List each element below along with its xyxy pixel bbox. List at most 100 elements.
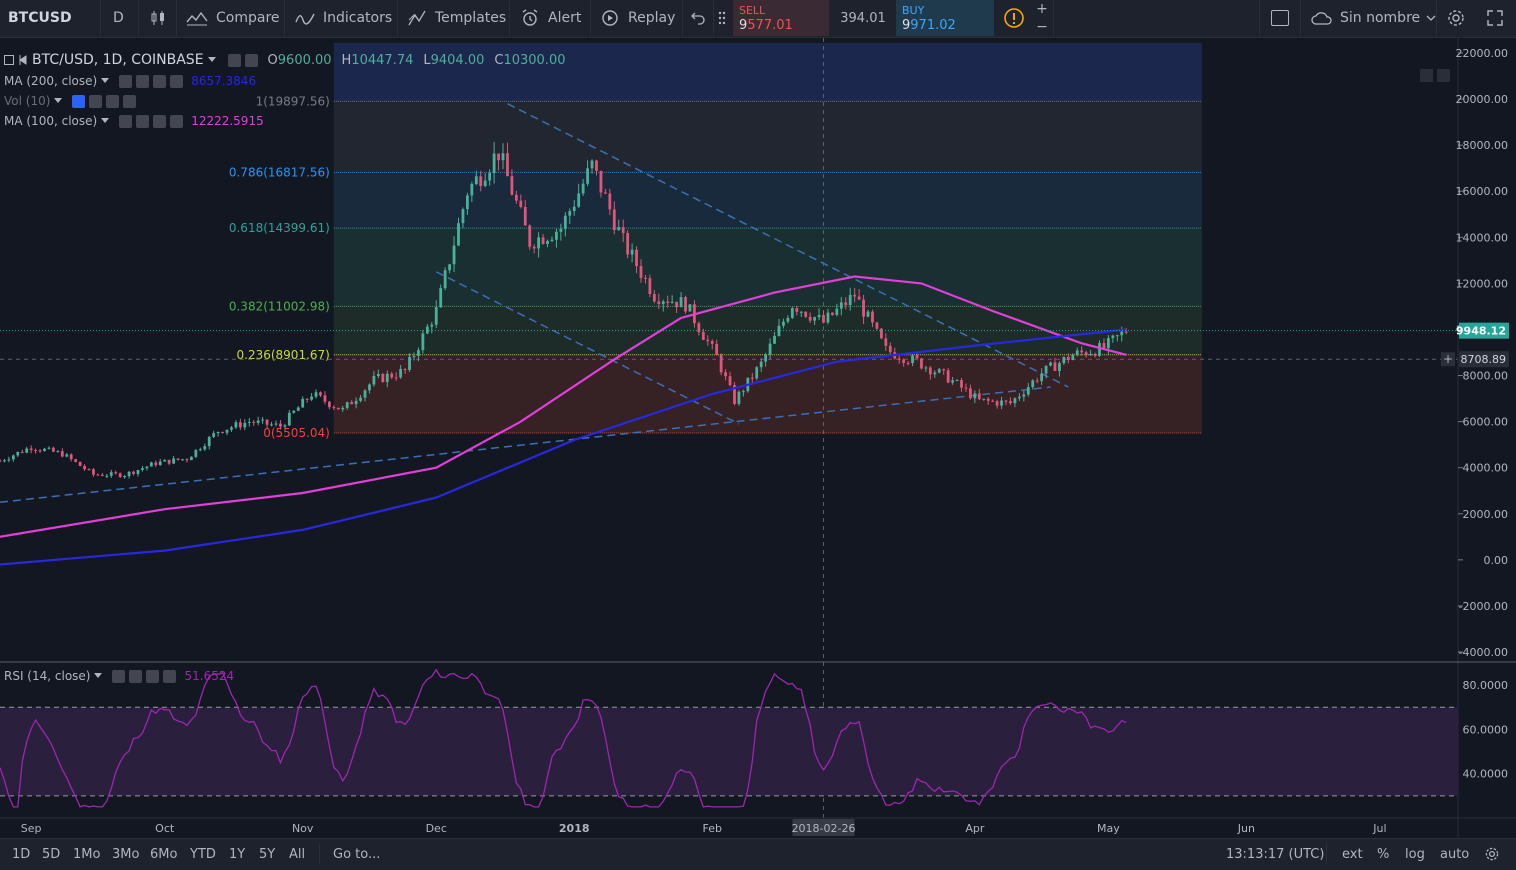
close-icon[interactable] — [123, 94, 137, 108]
pane-maximize-button — [1437, 69, 1450, 82]
time-tick-label: May — [1097, 822, 1120, 835]
drag-handle-icon[interactable] — [718, 0, 726, 36]
fib-band — [333, 354, 1202, 434]
settings-button[interactable] — [1446, 0, 1466, 36]
interval-button[interactable]: D — [113, 10, 124, 26]
zoom-out-button[interactable]: − — [1036, 19, 1048, 35]
ma200-label[interactable]: MA (200, close) — [4, 74, 98, 88]
add-icon[interactable] — [146, 669, 160, 683]
settings-icon[interactable] — [244, 53, 258, 67]
symbol-legend[interactable]: BTC/USD, 1D, COINBASE — [32, 52, 204, 68]
rsi-label[interactable]: RSI (14, close) — [4, 669, 91, 683]
candle-body — [822, 315, 825, 323]
candle-body — [176, 458, 180, 460]
range-button-ytd[interactable]: YTD — [190, 846, 216, 862]
trading-info-button[interactable] — [1003, 0, 1025, 36]
compare-button[interactable]: Compare — [186, 0, 280, 36]
range-button-1y[interactable]: 1Y — [229, 846, 246, 862]
candle-body — [848, 294, 852, 306]
settings-icon[interactable] — [136, 114, 150, 128]
close-icon[interactable] — [163, 669, 177, 683]
candle-body — [381, 373, 385, 383]
candle-body — [341, 407, 345, 410]
ext-toggle[interactable]: ext — [1342, 846, 1363, 862]
replay-button[interactable]: Replay — [600, 0, 675, 36]
visibility-icon[interactable] — [119, 74, 133, 88]
candle-body — [1066, 356, 1070, 360]
settings-icon[interactable] — [129, 669, 143, 683]
candle-body — [1053, 362, 1057, 371]
close-icon[interactable] — [170, 114, 184, 128]
symbol-search[interactable]: BTCUSD — [8, 10, 72, 26]
visibility-icon[interactable] — [119, 114, 133, 128]
candle-body — [813, 317, 817, 321]
range-button-1d[interactable]: 1D — [12, 846, 31, 862]
price-chart[interactable]: 1(19897.56) 0.786(16817.56) 0.618(14399.61… — [0, 38, 1516, 838]
candle-body — [34, 450, 38, 452]
settings-icon[interactable] — [89, 94, 103, 108]
range-button-6mo[interactable]: 6Mo — [150, 846, 178, 862]
auto-toggle[interactable]: auto — [1440, 846, 1470, 862]
range-button-5d[interactable]: 5D — [42, 846, 61, 862]
volume-label[interactable]: Vol (10) — [4, 94, 51, 108]
alert-label: Alert — [548, 10, 582, 26]
chevron-down-icon — [207, 57, 216, 62]
clock[interactable]: 13:13:17 (UTC) — [1226, 846, 1325, 862]
candle-body — [92, 469, 95, 475]
settings-icon[interactable] — [136, 74, 150, 88]
expand-button[interactable] — [1486, 0, 1504, 36]
top-toolbar: BTCUSD D Compare Indicators Templates Al… — [0, 0, 1516, 38]
alert-button[interactable]: Alert — [520, 0, 581, 36]
candle-body — [960, 379, 963, 388]
candle-body — [817, 315, 821, 318]
range-button-1mo[interactable]: 1Mo — [73, 846, 101, 862]
add-icon[interactable] — [106, 94, 120, 108]
indicators-button[interactable]: Indicators — [295, 0, 392, 36]
add-icon[interactable] — [153, 74, 167, 88]
range-button-all[interactable]: All — [289, 846, 306, 862]
candle-body — [430, 324, 434, 327]
trend-line — [435, 271, 740, 425]
chart-settings-button[interactable] — [1484, 839, 1500, 869]
crosshair-price-badge — [1459, 351, 1509, 368]
layout-menu[interactable]: Sin nombre — [1310, 0, 1436, 36]
candle-body — [149, 462, 153, 467]
chart-area[interactable]: 1(19897.56) 0.786(16817.56) 0.618(14399.61… — [0, 38, 1516, 838]
time-tick-label: Jun — [1237, 822, 1255, 835]
candle-body — [808, 316, 812, 321]
goto-button[interactable]: Go to... — [333, 846, 381, 862]
price-tick-label: 20000.00 — [1456, 93, 1509, 106]
time-tick-label: 2018-02-26 — [792, 822, 856, 835]
range-button-3mo[interactable]: 3Mo — [112, 846, 140, 862]
candle-body — [38, 450, 42, 452]
candle-body — [408, 356, 411, 370]
zoom-in-button[interactable]: + — [1036, 1, 1048, 17]
range-button-5y[interactable]: 5Y — [259, 846, 276, 862]
collapse-icon[interactable] — [4, 55, 14, 65]
candle-body — [350, 402, 354, 405]
fib-level-label: 0.786(16817.56) — [229, 165, 330, 179]
visibility-icon[interactable] — [227, 53, 241, 67]
chart-style-button[interactable] — [148, 0, 168, 36]
candle-body — [25, 448, 29, 453]
candle-body — [83, 465, 86, 470]
buy-button[interactable]: BUY 9971.02 — [896, 0, 994, 36]
undo-button[interactable] — [690, 0, 706, 36]
ma200-line — [0, 328, 1127, 566]
log-toggle[interactable]: log — [1405, 846, 1425, 862]
candle-body — [390, 373, 394, 378]
close-icon[interactable] — [170, 74, 184, 88]
percent-toggle[interactable]: % — [1377, 846, 1390, 862]
candle-body — [1062, 356, 1066, 364]
candle-body — [328, 401, 331, 408]
templates-button[interactable]: Templates — [407, 0, 506, 36]
visibility-icon[interactable] — [112, 669, 126, 683]
rsi-value: 51.6524 — [184, 669, 235, 683]
fullscreen-toggle[interactable] — [1271, 0, 1289, 36]
add-icon[interactable] — [153, 114, 167, 128]
candle-body — [118, 473, 122, 478]
ma100-label[interactable]: MA (100, close) — [4, 114, 98, 128]
candle-body — [474, 176, 478, 185]
hidden-visibility-icon[interactable] — [72, 94, 86, 108]
sell-button[interactable]: SELL 9577.01 — [733, 0, 829, 36]
